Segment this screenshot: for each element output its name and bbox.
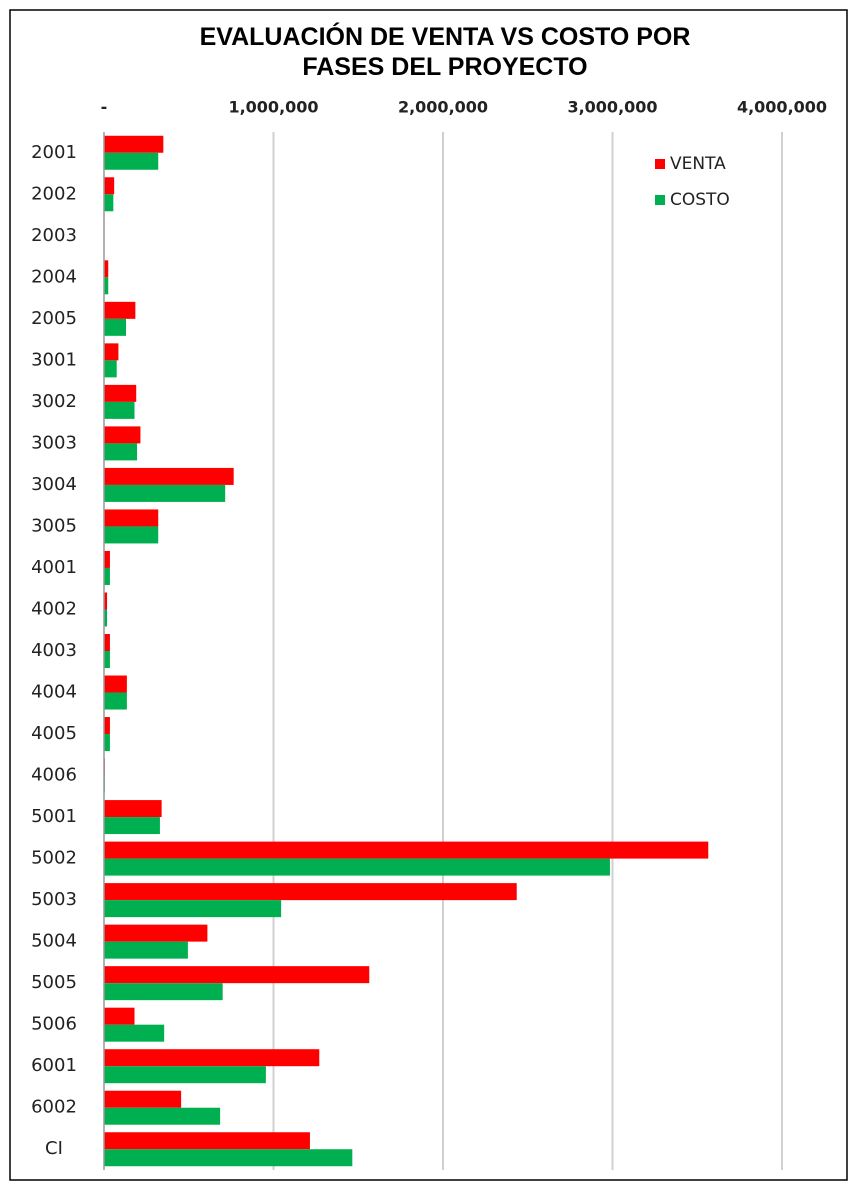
bar [104, 343, 119, 361]
bar [104, 301, 136, 319]
bar [104, 152, 159, 170]
y-tick-label: 4003 [31, 640, 77, 661]
y-tick-label: 4006 [31, 765, 77, 786]
bar [104, 1024, 165, 1042]
bar [104, 426, 141, 444]
y-tick-label: 5003 [31, 889, 77, 910]
bar [104, 841, 709, 859]
y-tick-label: 2005 [31, 308, 77, 329]
bar [104, 277, 109, 295]
y-tick-label: 5001 [31, 806, 77, 827]
y-tick-label: 6001 [31, 1055, 77, 1076]
y-tick-label: 2002 [31, 183, 77, 204]
y-tick-label: 3004 [31, 474, 77, 495]
bar [104, 135, 164, 153]
bar [104, 717, 110, 735]
y-tick-label: 3005 [31, 515, 77, 536]
y-tick-label: 4005 [31, 723, 77, 744]
x-tick-label: 2,000,000 [398, 98, 488, 117]
legend-label: COSTO [670, 190, 730, 210]
bar [104, 924, 208, 942]
bar [104, 194, 114, 212]
bar [104, 1132, 310, 1150]
bar [104, 634, 110, 651]
y-tick-label: 5006 [31, 1014, 77, 1035]
bar [104, 800, 162, 818]
bar [104, 900, 282, 918]
bar [104, 609, 108, 627]
frame [9, 9, 848, 1181]
bar [104, 567, 110, 585]
y-tick-label: 4004 [31, 682, 77, 703]
bar [104, 1090, 182, 1108]
bar [104, 858, 610, 876]
y-tick-label: 3002 [31, 391, 77, 412]
bar [104, 883, 517, 901]
chart-title: EVALUACIÓN DE VENTA VS COSTO POR FASES D… [199, 23, 691, 81]
bar [104, 966, 370, 984]
bar [104, 1049, 320, 1067]
bar [104, 817, 160, 835]
bar [104, 509, 159, 527]
x-tick-label: 3,000,000 [567, 98, 657, 117]
bar [104, 318, 127, 336]
bar [104, 651, 110, 668]
bar [104, 467, 234, 485]
y-tick-label: 3003 [31, 432, 77, 453]
y-tick-label: 2004 [31, 266, 77, 287]
y-tick-label: CI [45, 1138, 63, 1159]
bar [104, 1107, 221, 1125]
y-tick-label: 5005 [31, 972, 77, 993]
x-tick-label: 4,000,000 [737, 98, 827, 117]
bar [104, 734, 110, 752]
y-tick-label: 3001 [31, 349, 77, 370]
bar [104, 675, 127, 693]
bar [104, 1066, 266, 1084]
y-tick-label: 2003 [31, 225, 77, 246]
x-tick-label: 1,000,000 [228, 98, 318, 117]
bar [104, 1007, 135, 1025]
bar [104, 983, 223, 1001]
y-tick-label: 4001 [31, 557, 77, 578]
bar [104, 401, 135, 419]
y-tick-label: 5002 [31, 848, 77, 869]
y-tick-label: 5004 [31, 931, 77, 952]
bar [104, 692, 127, 710]
bar [104, 260, 109, 278]
bar [104, 384, 137, 402]
bar [104, 484, 226, 502]
y-tick-label: 2001 [31, 142, 77, 163]
x-tick-label: - [101, 98, 108, 117]
bar [104, 592, 108, 610]
bar [104, 941, 188, 959]
y-tick-label: 6002 [31, 1097, 77, 1118]
y-tick-label: 4002 [31, 598, 77, 619]
legend-swatch [655, 195, 665, 205]
legend-swatch [655, 159, 665, 169]
bar [104, 526, 159, 544]
bar [104, 177, 115, 195]
bar [104, 360, 117, 378]
bar [104, 443, 138, 461]
bar [104, 1149, 353, 1167]
bar [104, 550, 110, 568]
legend-label: VENTA [670, 154, 726, 174]
